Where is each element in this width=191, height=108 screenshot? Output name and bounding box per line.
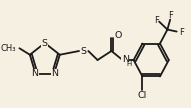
Text: N: N [32, 69, 39, 78]
Text: N: N [122, 56, 129, 64]
Text: CH₃: CH₃ [0, 44, 16, 53]
Text: S: S [81, 47, 87, 56]
Text: H: H [126, 61, 132, 67]
Text: F: F [179, 28, 184, 37]
Text: N: N [51, 69, 58, 78]
Text: Cl: Cl [138, 91, 147, 100]
Text: F: F [154, 16, 159, 25]
Text: F: F [168, 11, 173, 20]
Text: S: S [42, 38, 48, 48]
Text: O: O [114, 32, 122, 40]
